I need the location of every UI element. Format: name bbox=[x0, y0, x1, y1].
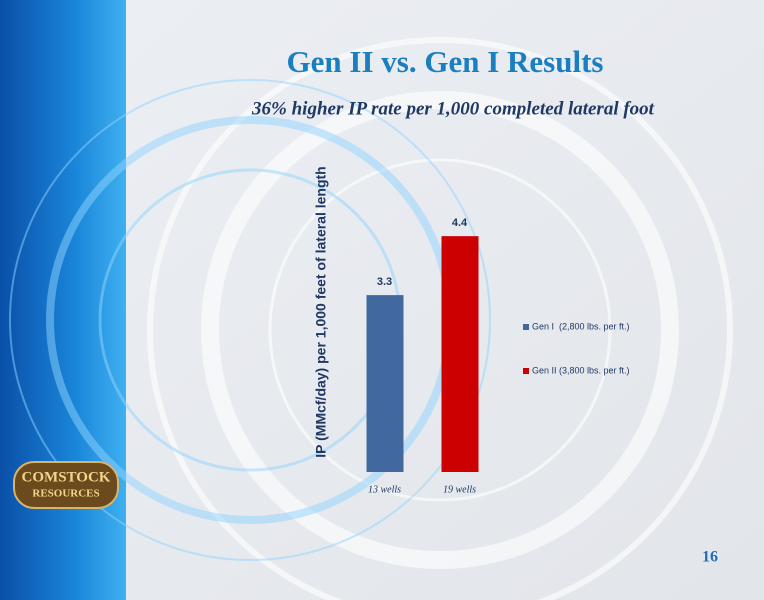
side-panel bbox=[0, 0, 126, 600]
legend-label: Gen I (2,800 lbs. per ft.) bbox=[532, 321, 630, 331]
data-label: 3.3 bbox=[377, 276, 392, 288]
bar bbox=[366, 295, 404, 472]
x-tick-label: 19 wells bbox=[443, 484, 476, 495]
bar bbox=[441, 236, 479, 472]
chart-subtitle: 36% higher IP rate per 1,000 completed l… bbox=[251, 98, 655, 119]
legend-marker bbox=[523, 324, 529, 330]
legend-marker bbox=[523, 368, 529, 374]
page-number: 16 bbox=[702, 549, 718, 566]
logo-text: COMSTOCK bbox=[22, 469, 111, 485]
data-label: 4.4 bbox=[452, 217, 468, 229]
legend-label: Gen II (3,800 lbs. per ft.) bbox=[532, 365, 630, 375]
logo-badge bbox=[13, 461, 119, 509]
x-tick-label: 13 wells bbox=[368, 484, 401, 495]
background-decoration bbox=[147, 37, 733, 600]
logo-text: RESOURCES bbox=[32, 488, 99, 500]
y-axis-label: IP (MMcf/day) per 1,000 feet of lateral … bbox=[313, 166, 329, 457]
chart-title: Gen II vs. Gen I Results bbox=[287, 44, 604, 79]
